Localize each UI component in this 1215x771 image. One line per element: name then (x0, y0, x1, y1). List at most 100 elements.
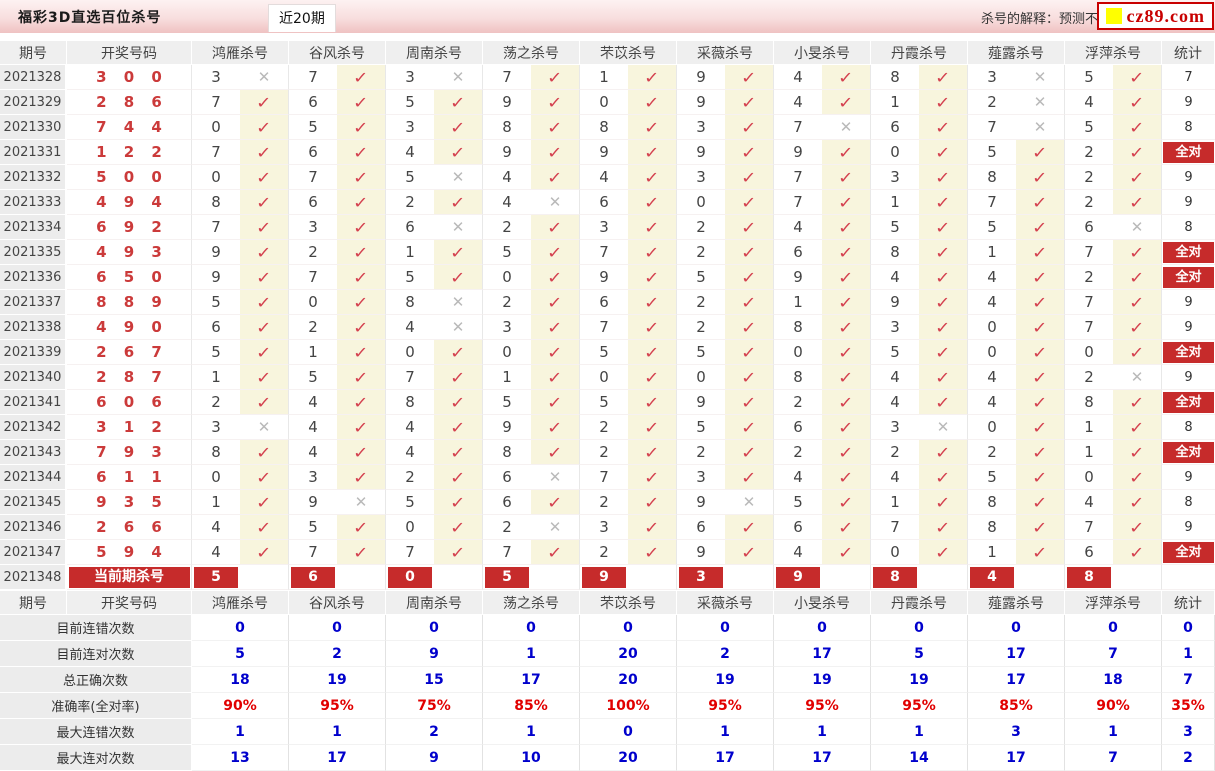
kill-result-cell: ✓ (1016, 465, 1065, 490)
kill-result-cell: ✓ (1113, 265, 1162, 290)
summary-value-cell: 9 (386, 641, 483, 667)
kill-number-cell: 7 (192, 90, 240, 115)
check-icon: ✓ (256, 292, 272, 312)
summary-value-cell: 17 (968, 641, 1065, 667)
check-icon: ✓ (741, 67, 757, 87)
period-cell: 2021340 (0, 365, 67, 390)
logo-text: cz89.com (1126, 6, 1205, 26)
winning-number-cell: 2 6 6 (67, 515, 192, 540)
check-icon: ✓ (935, 117, 951, 137)
kill-number-cell: 6 (192, 315, 240, 340)
kill-number-cell: 0 (968, 340, 1016, 365)
check-icon: ✓ (353, 117, 369, 137)
all-correct-badge: 全对 (1163, 266, 1214, 288)
summary-value-cell: 95% (871, 693, 968, 719)
kill-result-cell: ✓ (531, 415, 580, 440)
kill-number-cell: 0 (192, 115, 240, 140)
kill-number-cell: 6 (774, 240, 822, 265)
column-header: 期号 (0, 590, 67, 615)
kill-number-cell: 4 (192, 540, 240, 565)
stat-cell: 9 (1162, 365, 1215, 390)
kill-number-cell: 2 (1065, 190, 1113, 215)
summary-value-cell: 0 (580, 719, 677, 745)
period-cell: 2021333 (0, 190, 67, 215)
kill-number-cell: 2 (774, 390, 822, 415)
kill-result-cell: ✓ (1113, 90, 1162, 115)
summary-value-cell: 1 (871, 719, 968, 745)
kill-result-cell: ✓ (337, 115, 386, 140)
kill-number-cell: 9 (774, 265, 822, 290)
kill-number-cell: 5 (192, 290, 240, 315)
kill-number-cell: 7 (968, 115, 1016, 140)
check-icon: ✓ (450, 117, 466, 137)
kill-number-cell: 8 (968, 490, 1016, 515)
check-icon: ✓ (644, 317, 660, 337)
column-header: 荡之杀号 (483, 40, 580, 65)
winning-number-cell: 2 8 7 (67, 365, 192, 390)
kill-result-cell: ✓ (1113, 165, 1162, 190)
summary-row: 目前连对次数 5 2 9 1 20 2 17 5 17 7 1 (0, 641, 1215, 667)
check-icon: ✓ (644, 442, 660, 462)
table-row: 2021344 6 1 1 0 ✓ 3 ✓ 2 ✓ 6 ✕ 7 ✓ 3 ✓ 4 ✓ 4 ✓ 5 ✓ 0 ✓ 9 (0, 465, 1215, 490)
table-row: 2021338 4 9 0 6 ✓ 2 ✓ 4 ✕ 3 ✓ 7 ✓ 2 ✓ 8 ✓ 3 ✓ 0 ✓ 7 ✓ 9 (0, 315, 1215, 340)
kill-result-cell: ✓ (1113, 340, 1162, 365)
kill-number-cell: 9 (580, 265, 628, 290)
kill-result-cell: ✓ (628, 90, 677, 115)
column-header-row: 期号 开奖号码 鸿雁杀号 谷风杀号 周南杀号 荡之杀号 芣苡杀号 采薇杀号 小旻杀号 丹霞杀号 薤露… (0, 40, 1215, 65)
site-logo[interactable]: cz89.com (1096, 2, 1214, 30)
check-icon: ✓ (353, 467, 369, 487)
kill-number-cell: 5 (483, 390, 531, 415)
check-icon: ✓ (838, 192, 854, 212)
table-row: 2021340 2 8 7 1 ✓ 5 ✓ 7 ✓ 1 ✓ 0 ✓ 0 ✓ 8 ✓ 4 ✓ 4 ✓ 2 ✕ 9 (0, 365, 1215, 390)
winning-number-cell: 3 0 0 (67, 65, 192, 90)
kill-number-cell: 7 (483, 540, 531, 565)
kill-result-cell: ✓ (531, 315, 580, 340)
kill-result-cell: ✓ (628, 140, 677, 165)
check-icon: ✓ (1129, 342, 1145, 362)
kill-number-cell: 8 (774, 365, 822, 390)
summary-value-cell: 19 (677, 667, 774, 693)
summary-value-cell: 85% (483, 693, 580, 719)
kill-number-cell: 9 (677, 90, 725, 115)
kill-result-cell: ✓ (822, 340, 871, 365)
tab-recent-20[interactable]: 近20期 (268, 4, 336, 32)
kill-number-cell: 2 (386, 465, 434, 490)
check-icon: ✓ (644, 242, 660, 262)
summary-value-cell: 20 (580, 641, 677, 667)
kill-number-cell: 1 (580, 65, 628, 90)
check-icon: ✓ (450, 142, 466, 162)
kill-result-cell: ✓ (822, 440, 871, 465)
kill-result-cell: ✓ (725, 365, 774, 390)
kill-result-cell: ✓ (1113, 240, 1162, 265)
kill-number-cell: 1 (871, 490, 919, 515)
current-kill-number: 9 (582, 566, 626, 588)
column-header: 周南杀号 (386, 590, 483, 615)
kill-number-cell: 7 (968, 190, 1016, 215)
kill-number-cell: 9 (483, 140, 531, 165)
kill-result-cell: ✓ (337, 415, 386, 440)
current-period-row: 2021348 当前期杀号 5 6 0 5 9 3 9 8 4 8 (0, 565, 1215, 590)
kill-number-cell: 2 (386, 190, 434, 215)
kill-result-cell: ✓ (822, 65, 871, 90)
kill-number-cell: 1 (1065, 415, 1113, 440)
check-icon: ✓ (1129, 142, 1145, 162)
kill-number-table: 期号 开奖号码 鸿雁杀号 谷风杀号 周南杀号 荡之杀号 芣苡杀号 采薇杀号 小旻杀号 丹霞杀号 薤露… (0, 40, 1215, 771)
check-icon: ✓ (741, 517, 757, 537)
kill-result-cell: ✓ (240, 315, 289, 340)
kill-number-cell: 2 (677, 290, 725, 315)
column-header: 统计 (1162, 40, 1215, 65)
check-icon: ✓ (547, 367, 563, 387)
kill-number-cell: 2 (677, 315, 725, 340)
check-icon: ✓ (741, 417, 757, 437)
check-icon: ✓ (741, 292, 757, 312)
kill-number-cell: 0 (968, 315, 1016, 340)
kill-number-cell: 1 (192, 365, 240, 390)
cross-icon: ✕ (354, 493, 368, 511)
kill-number-cell: 1 (871, 90, 919, 115)
kill-result-cell: ✓ (919, 515, 968, 540)
kill-result-cell: ✓ (725, 440, 774, 465)
kill-result-cell: ✓ (628, 390, 677, 415)
check-icon: ✓ (935, 67, 951, 87)
current-kill-number-cell: 5 (192, 565, 240, 590)
table-row: 2021330 7 4 4 0 ✓ 5 ✓ 3 ✓ 8 ✓ 8 ✓ 3 ✓ 7 ✕ 6 ✓ 7 ✕ 5 ✓ 8 (0, 115, 1215, 140)
